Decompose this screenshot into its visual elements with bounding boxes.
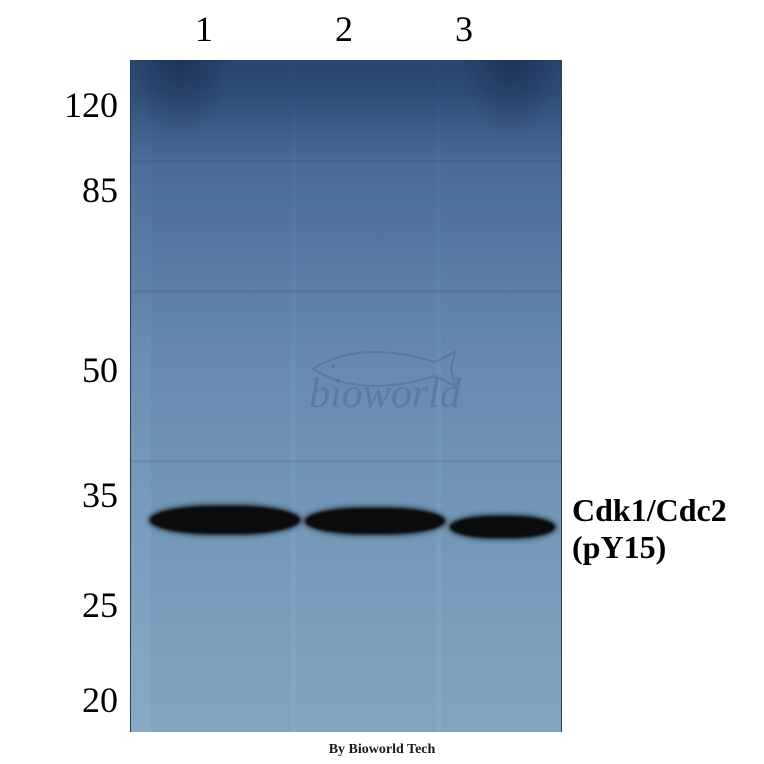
mw-marker-20: 20 (0, 679, 118, 721)
background-streak (131, 460, 561, 463)
mw-marker-120: 120 (0, 84, 118, 126)
lane-label-1: 1 (195, 8, 213, 50)
lane-label-3: 3 (455, 8, 473, 50)
mw-marker-35: 35 (0, 474, 118, 516)
protein-name-line1: Cdk1/Cdc2 (572, 492, 727, 528)
western-blot-membrane (130, 60, 562, 732)
protein-name-label: Cdk1/Cdc2 (pY15) (572, 492, 727, 566)
mw-marker-85: 85 (0, 169, 118, 211)
credit-line: By Bioworld Tech (0, 742, 764, 758)
protein-name-line2: (pY15) (572, 529, 666, 565)
mw-marker-25: 25 (0, 584, 118, 626)
mw-marker-50: 50 (0, 349, 118, 391)
figure-container: 1 2 3 120 85 50 35 25 20 Cdk1/Cdc2 (pY15… (0, 0, 764, 764)
band-lane-3 (450, 516, 555, 538)
band-lane-2 (305, 508, 445, 534)
band-lane-1 (150, 506, 300, 534)
background-streak (131, 160, 561, 163)
lane-label-2: 2 (335, 8, 353, 50)
background-streak (131, 290, 561, 293)
